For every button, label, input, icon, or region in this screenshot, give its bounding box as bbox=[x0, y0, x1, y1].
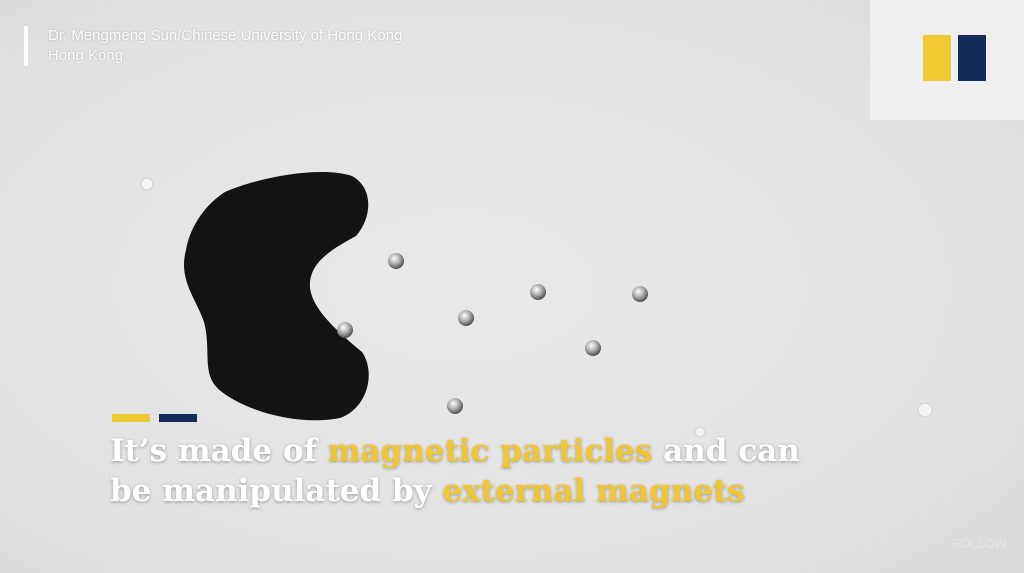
credit-source: Dr. Mengmeng Sun/Chinese University of H… bbox=[48, 27, 403, 44]
logo-navy-block bbox=[958, 35, 986, 81]
caption-highlight: external magnets bbox=[442, 473, 745, 509]
caption-line-2: be manipulated by external magnets bbox=[110, 471, 810, 511]
watermark: FOLLOW bbox=[952, 536, 1007, 551]
caption-accent-bars bbox=[112, 414, 202, 422]
steel-bead bbox=[585, 340, 601, 356]
caption-highlight: magnetic particles bbox=[327, 433, 653, 469]
steel-bead bbox=[632, 286, 648, 302]
water-droplet bbox=[694, 426, 706, 438]
steel-bead bbox=[337, 322, 353, 338]
subtitle-caption: It’s made of magnetic particles and can … bbox=[110, 431, 810, 511]
caption-text: be manipulated by bbox=[110, 473, 443, 509]
water-droplet bbox=[917, 402, 933, 418]
steel-bead bbox=[447, 398, 463, 414]
steel-bead bbox=[388, 253, 404, 269]
caption-line-1: It’s made of magnetic particles and can bbox=[110, 431, 810, 471]
magnetic-slime-blob bbox=[183, 171, 369, 421]
scmp-logo-icon bbox=[923, 35, 986, 81]
caption-text: and can bbox=[652, 433, 800, 469]
water-droplet bbox=[140, 177, 154, 191]
steel-bead bbox=[530, 284, 546, 300]
accent-bar-yellow bbox=[112, 414, 150, 422]
credit-overlay: Dr. Mengmeng Sun/Chinese University of H… bbox=[24, 26, 402, 66]
credit-location: Hong Kong bbox=[48, 47, 124, 64]
caption-text: It’s made of bbox=[110, 433, 328, 469]
accent-bar-navy bbox=[159, 414, 197, 422]
metal-beads bbox=[140, 177, 933, 438]
steel-bead bbox=[458, 310, 474, 326]
logo-yellow-block bbox=[923, 35, 951, 81]
